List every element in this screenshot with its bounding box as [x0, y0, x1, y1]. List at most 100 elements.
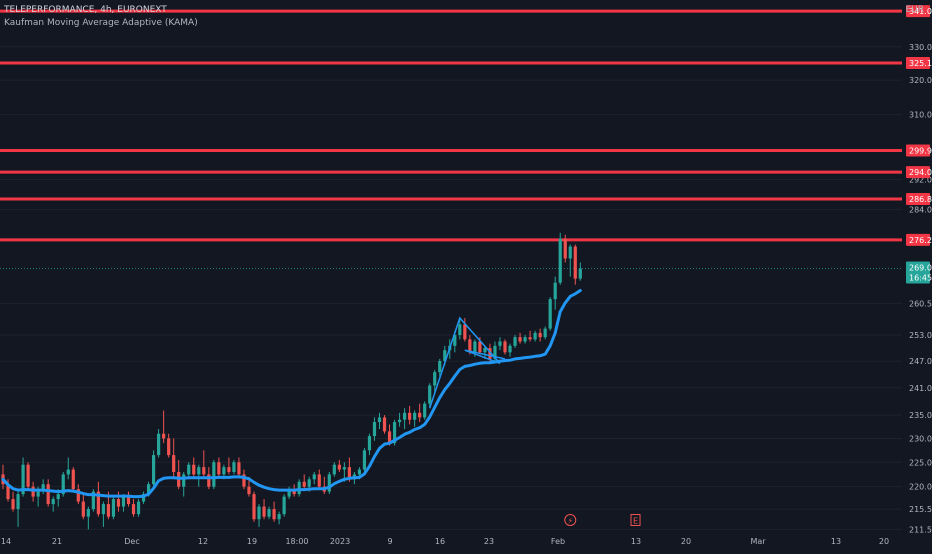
candle-body	[518, 337, 522, 342]
candle-body	[287, 489, 291, 497]
time-tick-label: 23	[484, 537, 494, 546]
lightning-icon[interactable]: ⚡	[564, 514, 577, 526]
candle-body	[282, 496, 286, 515]
currency-label: EUR	[905, 5, 924, 15]
candle-body	[101, 504, 105, 515]
price-tick-label: 211.5	[909, 525, 932, 534]
candle-body	[478, 341, 482, 353]
level-price-tag[interactable]	[906, 144, 930, 157]
last-price-tag	[906, 261, 930, 284]
candle-body	[458, 324, 462, 336]
price-tick-label: 220.0	[909, 483, 932, 492]
candle-body	[202, 467, 206, 475]
candle-body	[257, 506, 261, 520]
time-tick-label: 20	[879, 537, 889, 546]
candle-body	[317, 474, 321, 487]
price-tick-label: 320.0	[909, 76, 932, 85]
level-price-tag[interactable]	[906, 233, 930, 246]
candle-body	[327, 474, 331, 492]
price-tick-label: 284.0	[909, 206, 932, 215]
lightning-icon-circle	[564, 514, 577, 526]
time-tick-label: 21	[52, 537, 62, 546]
candle-body	[297, 481, 301, 495]
indicator-label[interactable]: Kaufman Moving Average Adaptive (KAMA)	[4, 18, 198, 28]
price-tick-label: 247.0	[909, 357, 932, 366]
level-price-tag[interactable]	[906, 56, 930, 69]
candle-body	[187, 464, 191, 475]
level-price-label: 276.2	[909, 236, 932, 245]
pattern-drawing[interactable]	[428, 316, 506, 409]
level-price-tag[interactable]	[906, 166, 930, 179]
candle-body	[392, 422, 397, 444]
price-tick-label: 330.0	[909, 43, 932, 52]
candle-body	[36, 489, 40, 497]
candle-body	[357, 469, 362, 475]
candle-body	[71, 469, 75, 490]
event-marker-label: ⚡	[567, 517, 573, 526]
candle-body	[292, 489, 296, 495]
candle-body	[26, 464, 30, 487]
candle-body	[192, 464, 196, 475]
chart-title: TELEPERFORMANCE, 4h, EURONEXT	[4, 5, 167, 15]
candle-body	[543, 328, 547, 338]
candle-body	[433, 372, 437, 386]
candle-body	[377, 417, 382, 423]
candle-body	[312, 474, 316, 480]
candle-body	[51, 499, 55, 505]
time-tick-label: 13	[631, 537, 641, 546]
candle-body	[302, 481, 306, 487]
time-axis[interactable]: 14 21 Dec 12 19 18:00 2023 9 16 23 Feb 13 20 Mar 13 20	[1, 537, 889, 546]
candle-body	[232, 462, 236, 472]
candle-body	[111, 499, 116, 517]
candle-body	[56, 494, 60, 500]
time-tick-label: Feb	[551, 537, 565, 546]
candle-body	[483, 347, 487, 353]
candle-body	[116, 499, 121, 507]
price-tick-label: 260.5	[909, 299, 932, 308]
candle-body	[568, 246, 572, 259]
candle-body	[41, 484, 45, 490]
level-price-label: 286.8	[909, 195, 932, 204]
candle-body	[16, 494, 20, 510]
candle-body	[242, 474, 246, 487]
candle-body	[488, 347, 492, 359]
candle-body	[438, 361, 442, 373]
candle-body	[428, 385, 432, 404]
candle-body	[403, 412, 407, 420]
time-tick-label: 9	[387, 537, 392, 546]
kama-line	[1, 289, 582, 499]
horizontal-levels[interactable]	[0, 9, 902, 242]
candle-body	[503, 341, 507, 353]
level-price-tag[interactable]	[906, 192, 930, 205]
candle-body	[126, 496, 131, 505]
candle-body	[277, 514, 281, 520]
event-markers[interactable]: ⚡ E	[564, 514, 641, 526]
candle-body	[423, 403, 427, 418]
time-tick-label: 16	[435, 537, 445, 546]
time-tick-label: 18:00	[285, 537, 308, 546]
price-tick-label: 215.5	[909, 505, 932, 514]
candle-body	[548, 299, 552, 329]
candle-body	[66, 469, 70, 475]
candle-body	[262, 506, 266, 517]
candle-body	[152, 455, 156, 485]
candle-body	[408, 412, 412, 420]
candle-body	[222, 467, 226, 475]
price-axis[interactable]: 211.5 215.5 220.0 225.0 230.0 235.0 241.0 247.0…	[906, 5, 932, 534]
earnings-icon[interactable]: E	[630, 514, 641, 526]
candle-body	[146, 484, 151, 495]
price-tick-label: 235.0	[909, 411, 932, 420]
candle-body	[227, 467, 231, 472]
pattern-line[interactable]	[428, 316, 506, 409]
candle-body	[217, 462, 221, 475]
candle-body	[207, 474, 211, 487]
candle-body	[21, 464, 25, 495]
candle-body	[513, 337, 517, 346]
candle-body	[553, 282, 557, 300]
candle-body	[418, 412, 422, 418]
level-price-tag[interactable]	[906, 5, 930, 18]
time-tick-label: 13	[831, 537, 841, 546]
candle-body	[247, 486, 251, 495]
